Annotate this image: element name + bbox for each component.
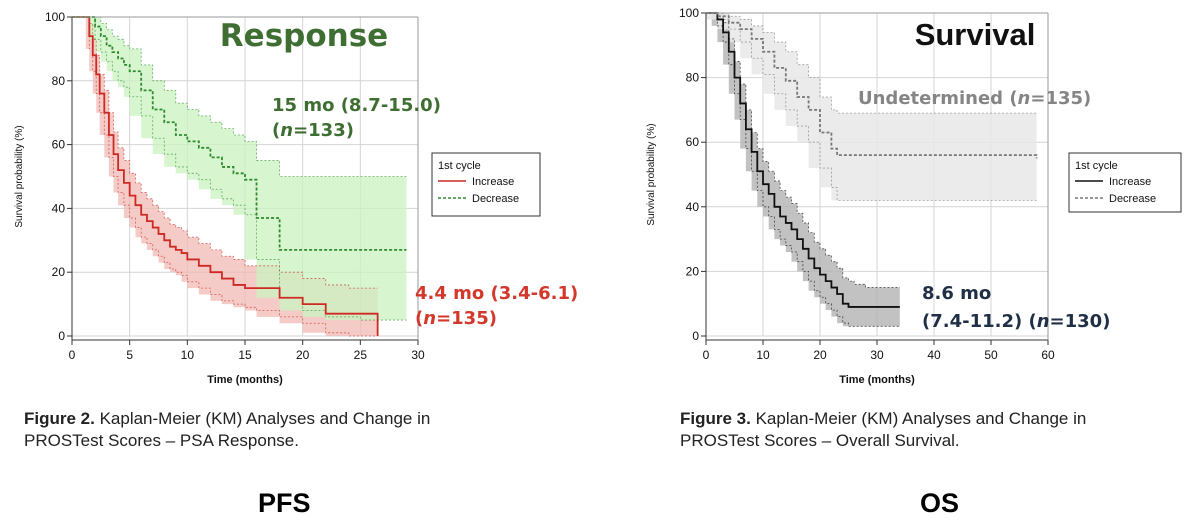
ci-lower-decrease — [72, 16, 407, 321]
chart-title: Survival — [915, 17, 1036, 52]
figure-3-caption: Figure 3. Kaplan-Meier (KM) Analyses and… — [680, 408, 1200, 452]
x-tick-label: 25 — [354, 348, 368, 362]
annotation-n: n — [423, 308, 436, 329]
x-tick-label: 5 — [126, 348, 133, 362]
x-tick-label: 50 — [984, 348, 998, 362]
x-tick-label: 20 — [296, 348, 310, 362]
y-tick-label: 40 — [686, 200, 700, 214]
km-curve-decrease — [72, 16, 407, 251]
legend-box — [431, 152, 541, 217]
legend-label-decrease: Decrease — [472, 193, 519, 205]
x-axis-label: Time (months) — [207, 374, 283, 386]
legend-label-increase: Increase — [1109, 176, 1151, 188]
y-axis-label: Survival probability (%) — [646, 123, 657, 225]
annotation-text: (7.4-11.2) ( — [922, 311, 1037, 332]
annotation-line1: 8.6 mo — [922, 283, 991, 304]
ci-lower-increase — [706, 12, 900, 327]
ci-band-decrease — [72, 17, 407, 321]
ci-upper-decrease — [706, 12, 1037, 114]
annotation-n: n — [1018, 88, 1031, 109]
y-tick-label: 0 — [692, 329, 699, 343]
pfs-chart: 0 5 10 15 20 25 30 0 20 40 60 80 100 Time (months) Sur… — [14, 10, 578, 386]
ci-upper-increase — [706, 12, 900, 288]
km-curve-increase — [72, 16, 379, 336]
ci-lower-increase — [72, 16, 378, 337]
x-tick-label: 30 — [411, 348, 425, 362]
annotation-text: =135) — [1030, 88, 1091, 109]
ci-upper-increase — [72, 16, 378, 289]
y-tick-label: 80 — [52, 74, 66, 88]
figure-2-caption: Figure 2. Kaplan-Meier (KM) Analyses and… — [24, 408, 544, 452]
median-annotation-increase: 4.4 mo (3.4-6.1) (n=135) — [415, 283, 578, 329]
annotation-n: n — [280, 120, 293, 141]
y-tick-label: 100 — [45, 10, 65, 24]
annotation-text: ( — [272, 120, 280, 141]
legend: 1st cycle Increase Decrease — [431, 152, 541, 217]
annotation-text: =135) — [436, 308, 497, 329]
y-tick-label: 40 — [52, 201, 66, 215]
km-curve-increase — [706, 12, 900, 308]
legend-label-increase: Increase — [472, 176, 514, 188]
median-annotation-decrease: Undetermined (n=135) — [858, 88, 1091, 109]
ci-band-decrease — [706, 13, 1037, 201]
annotation-text: Undetermined ( — [858, 88, 1018, 109]
legend-title: 1st cycle — [438, 160, 481, 172]
x-tick-label: 15 — [238, 348, 252, 362]
legend-box — [1068, 152, 1182, 213]
x-tick-label: 60 — [1041, 348, 1055, 362]
y-tick-label: 20 — [686, 264, 700, 278]
os-chart: 0 10 20 30 40 50 60 0 20 40 60 80 100 Time (months) Su… — [646, 6, 1182, 386]
y-tick-label: 60 — [686, 135, 700, 149]
annotation-line2: (7.4-11.2) (n=130) — [922, 311, 1110, 332]
annotation-n: n — [1037, 311, 1050, 332]
y-tick-label: 0 — [58, 329, 65, 343]
ci-band-increase — [706, 13, 900, 327]
x-tick-label: 0 — [703, 348, 710, 362]
x-tick-label: 10 — [181, 348, 195, 362]
figure-3-caption-text: Kaplan-Meier (KM) Analyses and Change in — [750, 409, 1087, 428]
annotation-text: =130) — [1050, 311, 1111, 332]
y-tick-label: 80 — [686, 71, 700, 85]
x-tick-label: 30 — [870, 348, 884, 362]
annotation-text: =133) — [293, 120, 354, 141]
x-axis-label: Time (months) — [839, 374, 915, 386]
figure-2-caption-line2: PROSTest Scores – PSA Response. — [24, 431, 299, 450]
annotation-line1: Undetermined (n=135) — [858, 88, 1091, 109]
x-tick-label: 20 — [813, 348, 827, 362]
annotation-text: ( — [415, 308, 423, 329]
x-tick-label: 10 — [756, 348, 770, 362]
x-tick-label: 0 — [69, 348, 76, 362]
pfs-label: PFS — [258, 488, 311, 518]
x-tick-label: 40 — [927, 348, 941, 362]
figure-3-caption-line2: PROSTest Scores – Overall Survival. — [680, 431, 960, 450]
chart-title: Response — [220, 18, 388, 54]
legend-title: 1st cycle — [1075, 160, 1118, 172]
figure-2-label: Figure 2. — [24, 409, 95, 428]
median-annotation-decrease: 15 mo (8.7-15.0) (n=133) — [272, 95, 441, 141]
y-tick-label: 100 — [679, 6, 699, 20]
os-label: OS — [920, 488, 960, 518]
legend: 1st cycle Increase Decrease — [1068, 152, 1182, 213]
y-tick-label: 60 — [52, 138, 66, 152]
figure-2-caption-text: Kaplan-Meier (KM) Analyses and Change in — [94, 409, 431, 428]
legend-label-decrease: Decrease — [1109, 193, 1156, 205]
annotation-line1: 4.4 mo (3.4-6.1) — [415, 283, 578, 304]
y-tick-label: 20 — [52, 265, 66, 279]
annotation-line2: (n=135) — [415, 308, 497, 329]
y-axis-label: Survival probability (%) — [14, 125, 25, 227]
annotation-line2: (n=133) — [272, 120, 354, 141]
figure-3-label: Figure 3. — [680, 409, 751, 428]
annotation-line1: 15 mo (8.7-15.0) — [272, 95, 441, 116]
median-annotation-increase: 8.6 mo (7.4-11.2) (n=130) — [922, 283, 1110, 332]
ci-upper-decrease — [72, 16, 407, 177]
ci-lower-decrease — [706, 12, 1037, 201]
